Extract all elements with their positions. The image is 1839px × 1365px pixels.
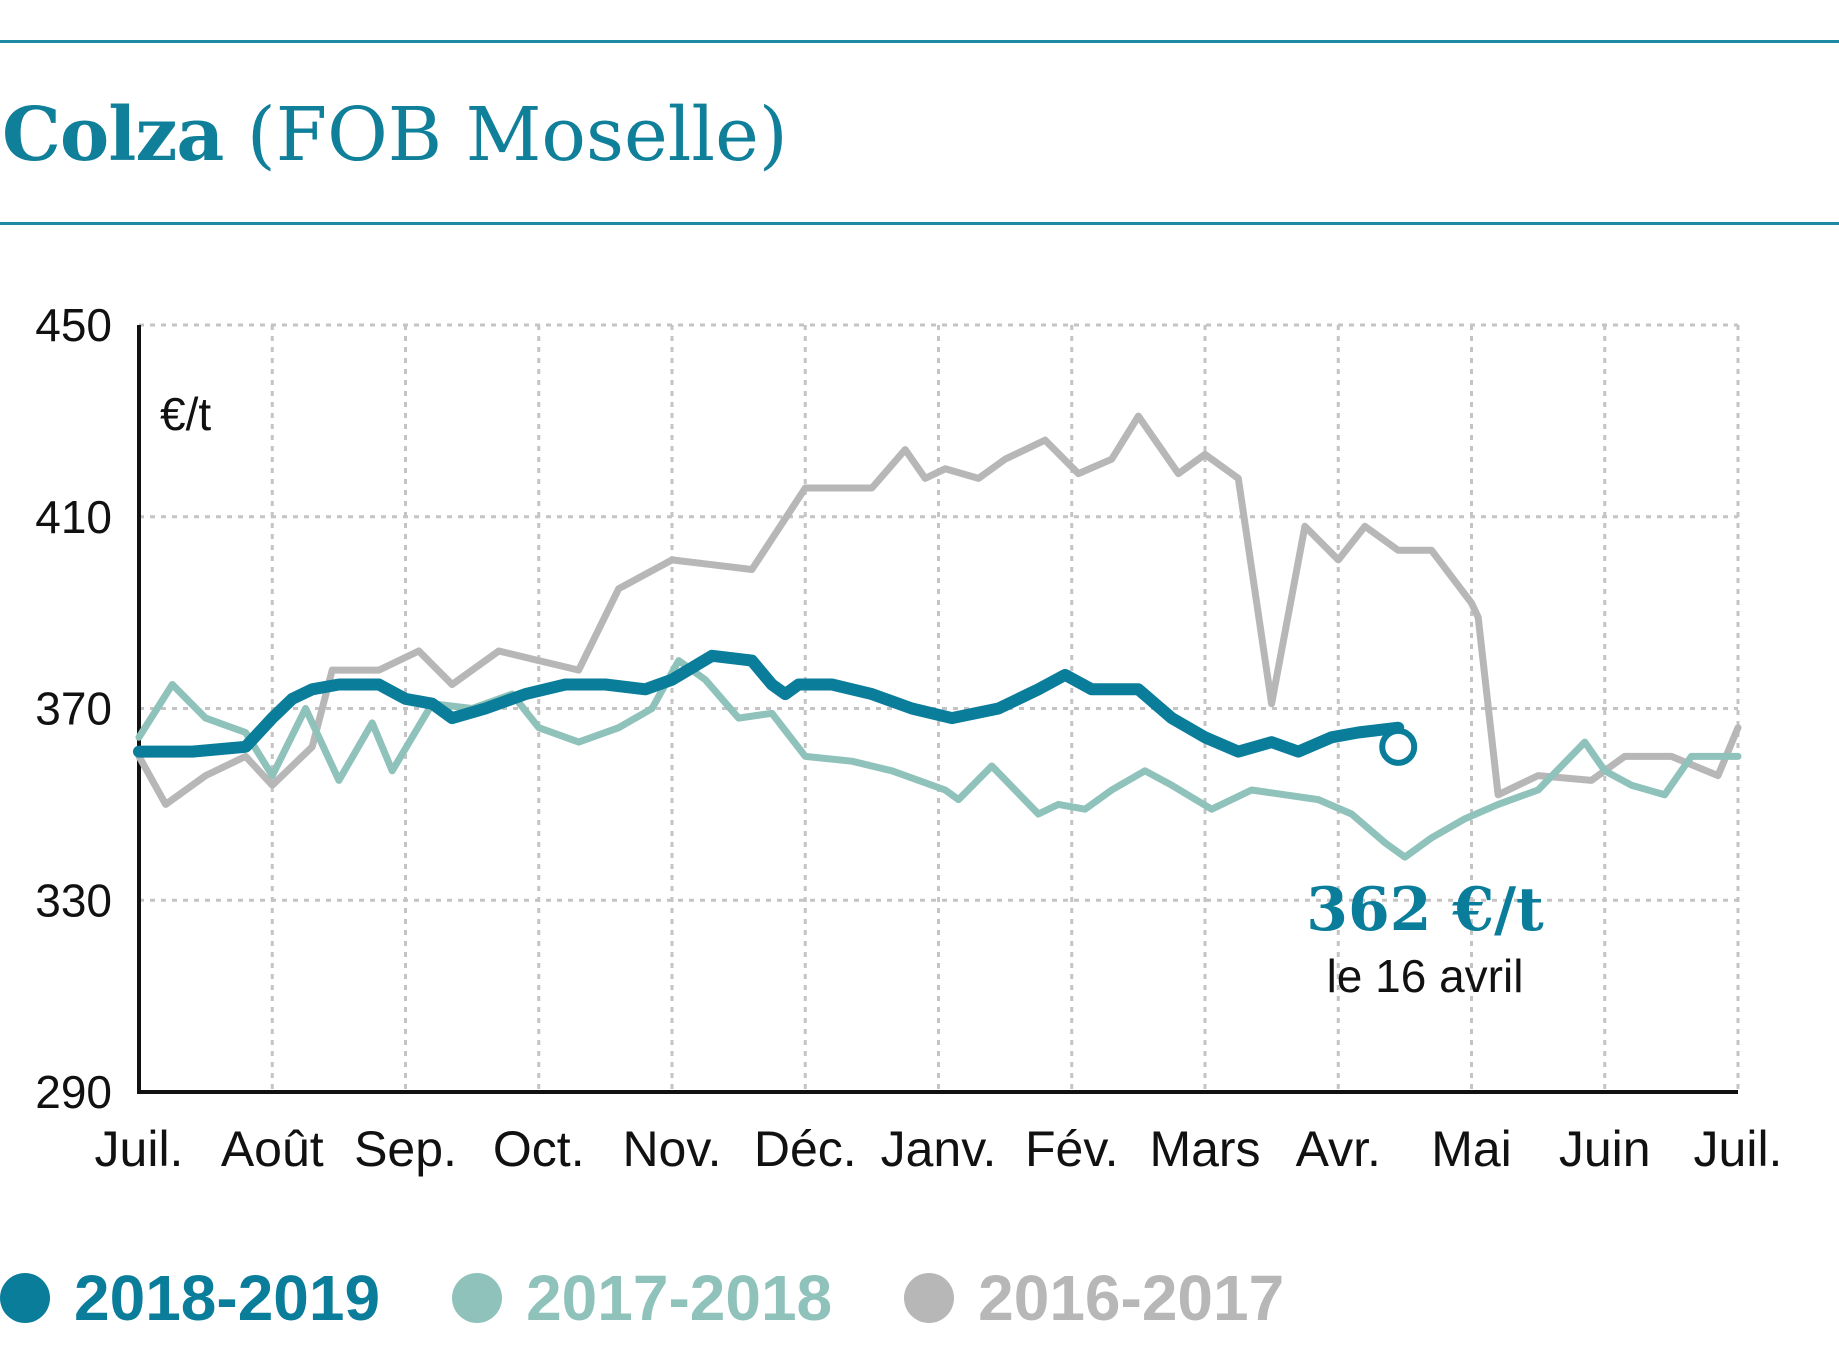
x-tick-labels: Juil. Août Sep. Oct. Nov. Déc. Janv. Fév. Mars Av… xyxy=(95,1121,1783,1177)
x-tick-label: Juil. xyxy=(95,1121,184,1177)
x-tick-label: Avr. xyxy=(1296,1121,1381,1177)
legend-dot-icon xyxy=(904,1273,955,1323)
y-tick-label: 330 xyxy=(35,874,112,926)
legend-label: 2016-2017 xyxy=(978,1262,1285,1334)
axes xyxy=(137,325,1738,1094)
y-tick-labels: 450 410 370 330 290 xyxy=(35,299,112,1118)
series-line-2017-2018 xyxy=(135,657,1742,861)
bottom-rule xyxy=(0,222,1839,225)
x-tick-label: Juin xyxy=(1559,1121,1651,1177)
annotation-value: 362 €/t xyxy=(1306,875,1544,945)
legend-item: 2016-2017 xyxy=(904,1266,1284,1330)
title-rest: (FOB Moselle) xyxy=(246,92,788,178)
legend-label: 2018-2019 xyxy=(74,1262,381,1334)
y-tick-label: 370 xyxy=(35,683,112,735)
grid xyxy=(139,323,1740,1092)
series xyxy=(133,412,1742,861)
legend-label: 2017-2018 xyxy=(526,1262,833,1334)
legend-item: 2017-2018 xyxy=(452,1266,832,1330)
y-tick-label: 450 xyxy=(35,299,112,351)
chart-title: Colza (FOB Moselle) xyxy=(2,98,788,172)
x-tick-label: Janv. xyxy=(881,1121,997,1177)
x-tick-label: Sep. xyxy=(354,1121,457,1177)
y-tick-label: 410 xyxy=(35,491,112,543)
x-tick-label: Juil. xyxy=(1694,1121,1783,1177)
current-value-marker xyxy=(1379,727,1418,766)
legend-dot-icon xyxy=(0,1273,50,1323)
title-bold: Colza xyxy=(2,92,224,178)
annotation-date: le 16 avril xyxy=(1327,950,1524,1002)
x-tick-label: Fév. xyxy=(1025,1121,1119,1177)
x-tick-label: Août xyxy=(221,1121,324,1177)
series-line-2018-2019 xyxy=(133,649,1405,758)
legend-item: 2018-2019 xyxy=(0,1266,380,1330)
y-axis-unit-label: €/t xyxy=(160,388,211,440)
series-line-2016-2017 xyxy=(135,412,1742,808)
x-tick-label: Oct. xyxy=(493,1121,585,1177)
line-chart: 450 410 370 330 290 Juil. Août Sep. Oct. Nov. Déc… xyxy=(35,299,1783,1177)
x-tick-label: Déc. xyxy=(754,1121,857,1177)
x-tick-label: Mai xyxy=(1431,1121,1512,1177)
x-tick-label: Mars xyxy=(1149,1121,1260,1177)
legend-dot-icon xyxy=(452,1273,503,1323)
y-tick-label: 290 xyxy=(35,1066,112,1118)
x-tick-label: Nov. xyxy=(622,1121,721,1177)
top-rule xyxy=(0,40,1839,43)
legend: 2018-2019 2017-2018 2016-2017 xyxy=(0,1258,1356,1338)
